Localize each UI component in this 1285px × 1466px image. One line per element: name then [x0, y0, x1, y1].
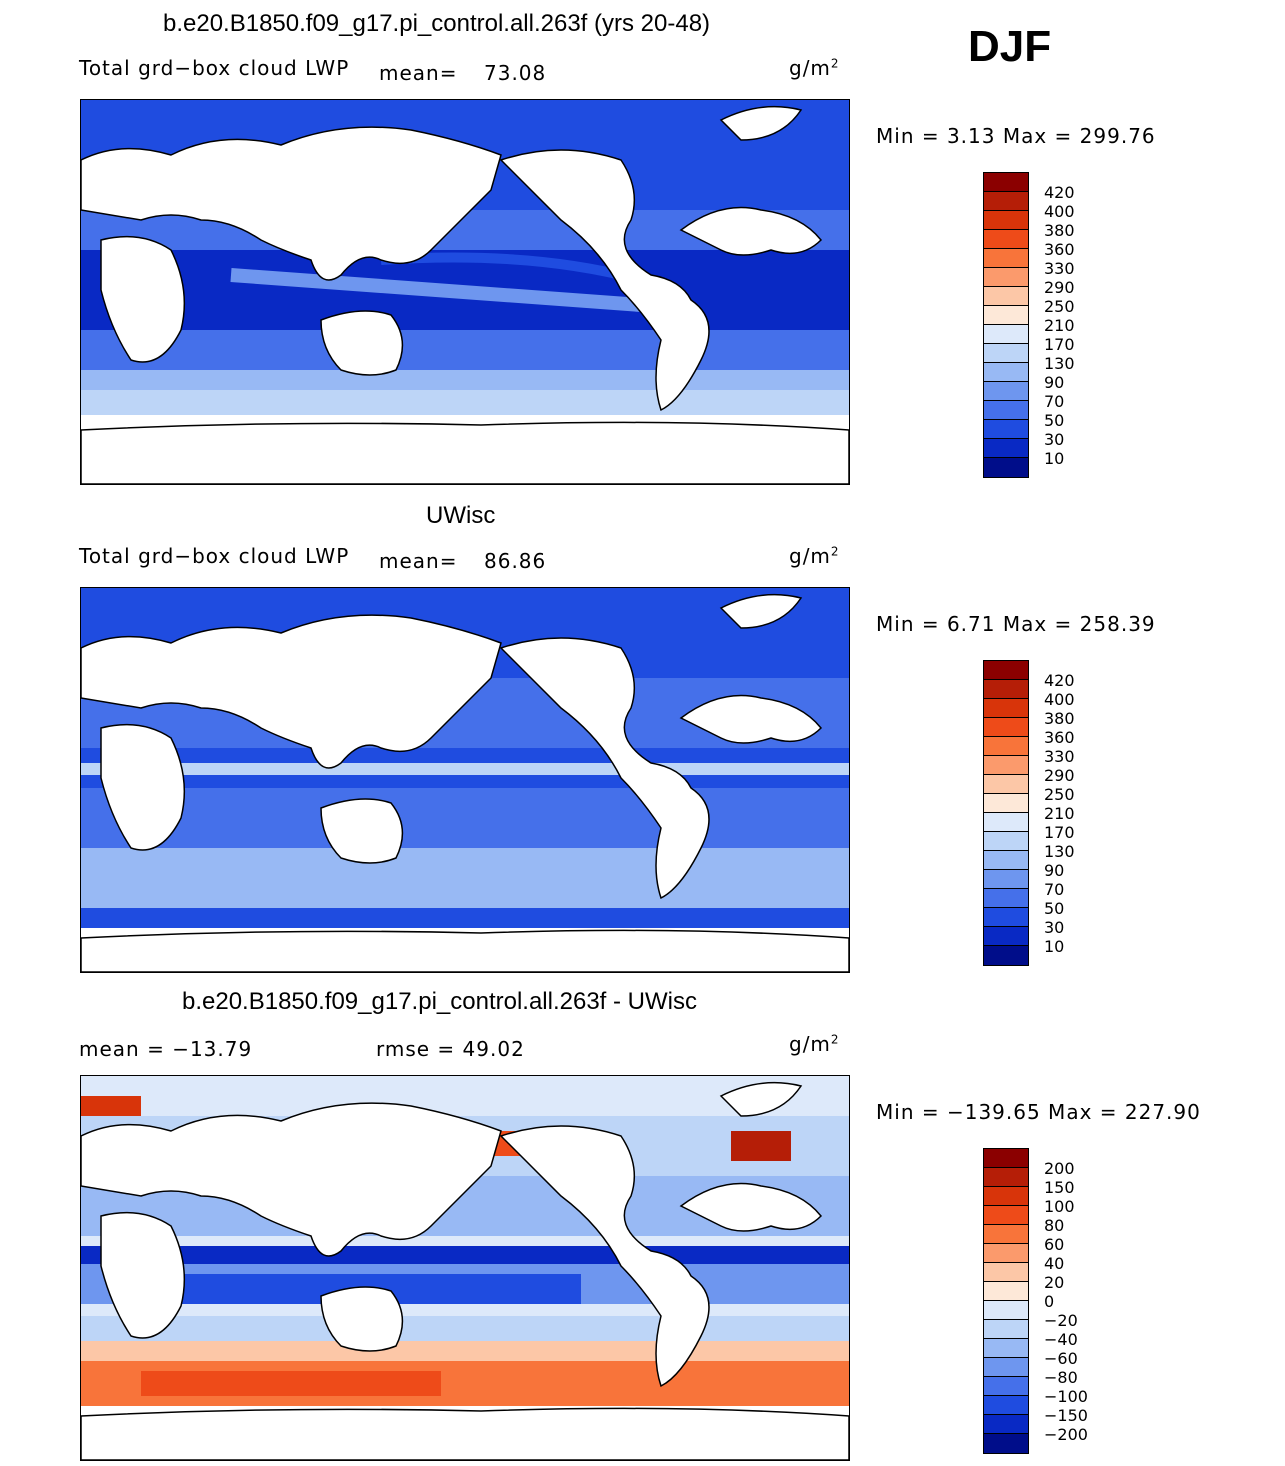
panel-model-minmax: Min = 3.13 Max = 299.76 [876, 124, 1156, 148]
panel-model-variable: Total grd−box cloud LWP [79, 56, 350, 80]
panel-obs-map [80, 587, 850, 973]
panel-model-title: b.e20.B1850.f09_g17.pi_control.all.263f … [163, 10, 711, 37]
panel-obs-mean-value: 86.86 [484, 549, 547, 573]
panel-diff-units: g/m2 [789, 1032, 840, 1056]
panel-model-colorbar [983, 172, 1029, 478]
panel-obs-mean-label: mean= [379, 549, 458, 573]
panel-diff-map [80, 1075, 850, 1461]
panel-model-map [80, 99, 850, 485]
panel-diff-minmax: Min = −139.65 Max = 227.90 [876, 1100, 1201, 1124]
panel-diff-rmse: rmse = 49.02 [376, 1037, 525, 1061]
panel-model-mean-value: 73.08 [484, 61, 547, 85]
panel-diff-mean: mean = −13.79 [79, 1037, 253, 1061]
panel-model-mean-label: mean= [379, 61, 458, 85]
panel-obs-minmax: Min = 6.71 Max = 258.39 [876, 612, 1156, 636]
panel-obs-colorbar [983, 660, 1029, 966]
panel-diff-colorbar [983, 1148, 1029, 1454]
panel-obs-variable: Total grd−box cloud LWP [79, 544, 350, 568]
panel-obs-units: g/m2 [789, 544, 840, 568]
panel-obs-title: UWisc [426, 502, 496, 529]
season-label: DJF [968, 22, 1052, 71]
panel-diff-title: b.e20.B1850.f09_g17.pi_control.all.263f … [182, 988, 697, 1015]
panel-model-units: g/m2 [789, 56, 840, 80]
